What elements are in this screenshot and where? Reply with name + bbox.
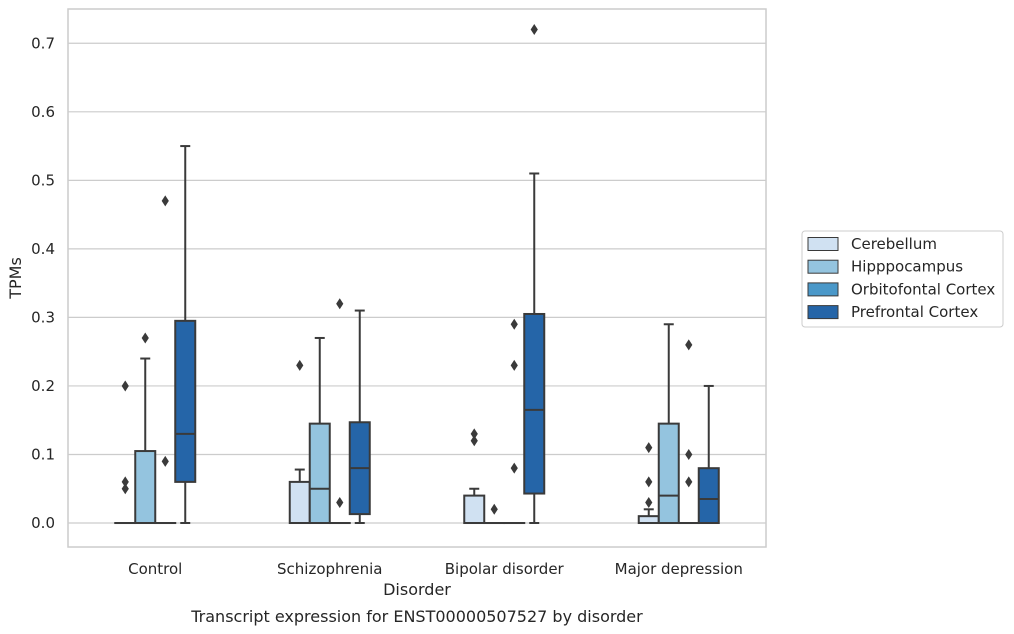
box — [503, 318, 526, 525]
box-body — [523, 312, 546, 495]
box — [288, 359, 311, 525]
x-tick-label: Major depression — [615, 560, 743, 578]
legend-swatch — [807, 259, 839, 274]
box — [114, 380, 137, 525]
legend: Cerebellum Hipppocampus Orbitofontal Corte… — [801, 230, 1004, 328]
legend-label: Hipppocampus — [851, 258, 963, 276]
box — [483, 503, 506, 525]
y-tick-label: 0.5 — [31, 171, 55, 189]
box — [154, 195, 177, 525]
box-body — [134, 450, 157, 525]
box — [677, 339, 700, 525]
outlier-point — [530, 24, 538, 36]
y-axis-ticks: 0.0 0.1 0.2 0.3 0.4 0.5 0.6 0.7 — [31, 34, 55, 532]
box — [134, 332, 157, 525]
outlier-point — [470, 435, 478, 447]
outlier-point — [121, 476, 129, 488]
box — [463, 428, 486, 525]
box-body — [174, 319, 197, 483]
legend-swatch — [807, 237, 839, 251]
box-body — [697, 467, 720, 525]
box — [697, 384, 720, 525]
outlier-point — [490, 503, 498, 515]
box — [637, 442, 660, 525]
legend-frame — [801, 230, 1004, 328]
y-tick-label: 0.3 — [31, 308, 55, 326]
outlier-point — [161, 195, 169, 207]
outlier-point — [470, 428, 478, 440]
box-body — [637, 515, 660, 525]
y-tick-label: 0.4 — [31, 240, 55, 258]
outlier-point — [645, 442, 653, 454]
outlier-point — [510, 462, 518, 474]
x-axis-ticks: Control Schizophrenia Bipolar disorder Majo… — [128, 560, 743, 578]
outlier-point — [336, 298, 344, 310]
legend-swatch — [807, 305, 839, 320]
y-axis-label: TPMs — [6, 257, 25, 300]
x-tick-label: Bipolar disorder — [445, 560, 565, 578]
outlier-point — [121, 483, 129, 495]
box — [657, 323, 680, 525]
plot-frame — [67, 8, 767, 548]
box — [308, 336, 331, 525]
box-body — [308, 422, 331, 525]
box-body — [288, 480, 311, 525]
box-body — [463, 494, 486, 525]
outlier-point — [645, 496, 653, 508]
box — [174, 145, 197, 525]
outlier-point — [336, 496, 344, 508]
y-tick-label: 0.7 — [31, 34, 55, 52]
outlier-point — [645, 476, 653, 488]
outlier-point — [510, 359, 518, 371]
legend-label: Orbitofontal Cortex — [851, 280, 995, 298]
x-tick-label: Schizophrenia — [277, 560, 382, 578]
outlier-point — [685, 448, 693, 460]
outlier-point — [121, 380, 129, 392]
box-series — [114, 24, 720, 525]
outlier-point — [685, 476, 693, 488]
y-tick-label: 0.0 — [31, 514, 55, 532]
y-tick-label: 0.6 — [31, 103, 55, 121]
outlier-point — [685, 339, 693, 351]
legend-label: Cerebellum — [851, 235, 937, 253]
outlier-point — [161, 455, 169, 467]
box — [523, 24, 546, 525]
outlier-point — [296, 359, 304, 371]
y-tick-label: 0.1 — [31, 445, 55, 463]
box — [328, 298, 351, 525]
y-tick-label: 0.2 — [31, 377, 55, 395]
box — [348, 309, 371, 525]
x-tick-label: Control — [128, 560, 182, 578]
outlier-point — [141, 332, 149, 344]
x-axis-label: Disorder — [383, 580, 451, 599]
chart-caption: Transcript expression for ENST0000050752… — [190, 607, 643, 626]
legend-swatch — [807, 282, 839, 297]
box-body — [657, 422, 680, 525]
outlier-point — [510, 318, 518, 330]
legend-label: Prefrontal Cortex — [851, 303, 978, 321]
